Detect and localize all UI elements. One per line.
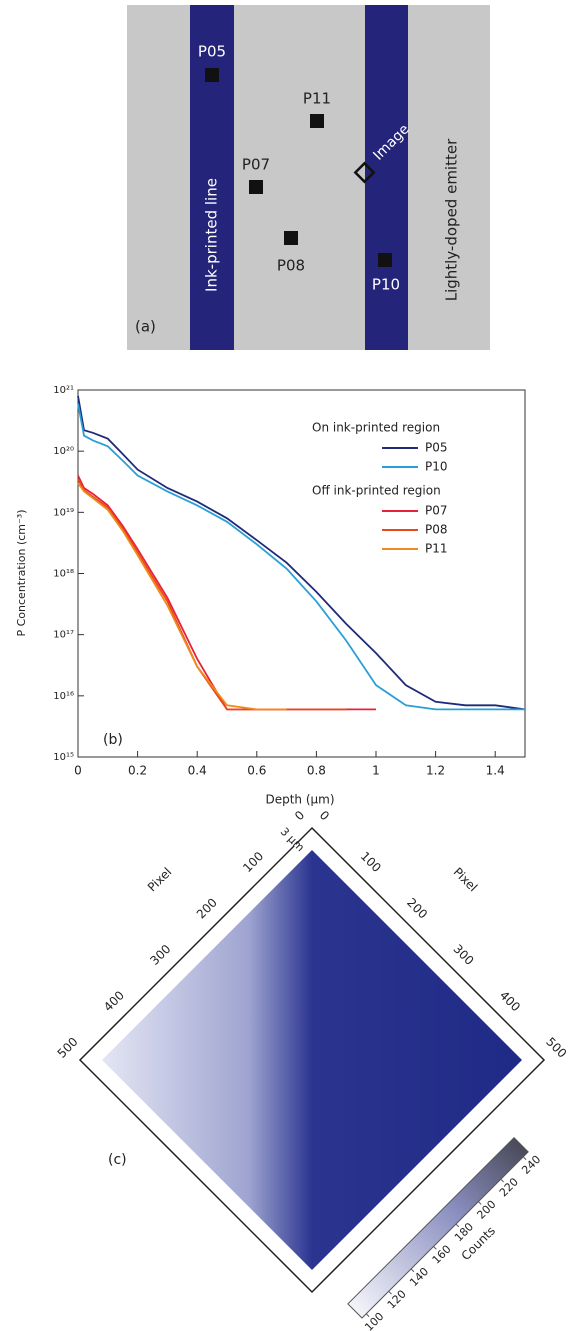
y-tick-label: 10¹⁶: [53, 691, 74, 702]
axis-label: Pixel: [145, 865, 175, 895]
x-tick-label: 0.8: [307, 764, 326, 778]
point-label: P11: [303, 90, 331, 108]
legend-label: P08: [425, 523, 448, 537]
legend-label: P11: [425, 542, 448, 556]
colorbar-tick: [522, 1156, 527, 1160]
point-label: P05: [198, 43, 226, 61]
point-label: P10: [372, 276, 400, 294]
pixel-tick-label: 400: [101, 988, 127, 1014]
colorbar-tick: [478, 1201, 482, 1205]
point: [284, 231, 298, 245]
point: [378, 253, 392, 267]
pixel-tick-label: 200: [404, 895, 430, 921]
y-axis-label: P Concentration (cm⁻³): [15, 509, 28, 636]
scale-label: 3 μm: [278, 825, 307, 854]
point: [205, 68, 219, 82]
pixel-tick-label: 100: [240, 849, 266, 875]
sims-image: [102, 850, 522, 1270]
x-tick-label: 1: [372, 764, 380, 778]
colorbar-tick: [500, 1178, 504, 1183]
y-tick-label: 10²⁰: [53, 446, 74, 457]
x-axis-label: Depth (μm): [265, 793, 334, 807]
legend-group: On ink-printed region: [312, 421, 440, 435]
colorbar-tick: [433, 1246, 437, 1250]
image-marker: [353, 161, 376, 184]
x-tick-label: 1.2: [426, 764, 445, 778]
y-tick-label: 10¹⁹: [53, 507, 74, 518]
panel-b: P Concentration (cm⁻³) Depth (μm) (b) 10…: [15, 385, 526, 807]
point: [310, 114, 324, 128]
colorbar-scale: [347, 1136, 529, 1319]
image-frame: [78, 826, 546, 1294]
panel-label: (c): [108, 1152, 127, 1168]
axis-label: Pixel: [451, 865, 481, 895]
series-line: [77, 475, 376, 711]
wafer: [127, 5, 490, 350]
series-line: [77, 482, 287, 711]
y-tick-label: 10¹⁷: [53, 630, 74, 641]
legend-label: P10: [425, 460, 448, 474]
x-tick-label: 1.4: [486, 764, 505, 778]
y-tick-label: 10¹⁵: [53, 752, 74, 763]
x-tick-label: 0.2: [128, 764, 147, 778]
x-tick-label: 0.6: [247, 764, 266, 778]
legend-group: Off ink-printed region: [312, 484, 441, 498]
emitter-label: Lightly-doped emitter: [443, 138, 461, 301]
pixel-tick-label: 200: [194, 895, 220, 921]
pixel-tick-label: 0: [317, 808, 332, 823]
point-label: P07: [242, 156, 270, 174]
legend-label: P07: [425, 504, 448, 518]
stripe-label: Ink-printed line: [203, 178, 221, 292]
pixel-tick-label: 500: [543, 1035, 569, 1061]
panel-label: (a): [135, 318, 156, 336]
pixel-tick-label: 500: [55, 1035, 81, 1061]
colorbar-tick: [365, 1313, 370, 1317]
panel-label: (b): [103, 732, 123, 748]
pixel-tick-label: 300: [451, 942, 477, 968]
colorbar-tick: [455, 1223, 460, 1228]
plot-frame: [77, 389, 526, 758]
colorbar-tick: [388, 1290, 392, 1295]
colorbar-tick: [410, 1268, 415, 1273]
ink-line: [190, 5, 234, 350]
panel-a: P05 P11 P07 P08 P10 Image Ink-printed li…: [127, 5, 490, 350]
y-tick-label: 10¹⁸: [53, 569, 74, 580]
x-tick-label: 0.4: [188, 764, 207, 778]
series-line: [77, 395, 526, 711]
pixel-tick-label: 100: [358, 849, 384, 875]
ink-line: [365, 5, 408, 350]
series-line: [77, 403, 525, 711]
panel-c: 3 μm Pixel Pixel (c) Counts 100120140160…: [55, 808, 570, 1331]
y-tick-label: 10²¹: [53, 385, 74, 396]
scale-bar: [287, 837, 305, 855]
pixel-tick-label: 400: [497, 988, 523, 1014]
pixel-tick-label: 300: [147, 942, 173, 968]
pixel-tick-label: 0: [292, 808, 307, 823]
point: [249, 180, 263, 194]
point-label: P08: [277, 257, 305, 275]
legend-label: P05: [425, 441, 448, 455]
x-tick-label: 0: [74, 764, 82, 778]
